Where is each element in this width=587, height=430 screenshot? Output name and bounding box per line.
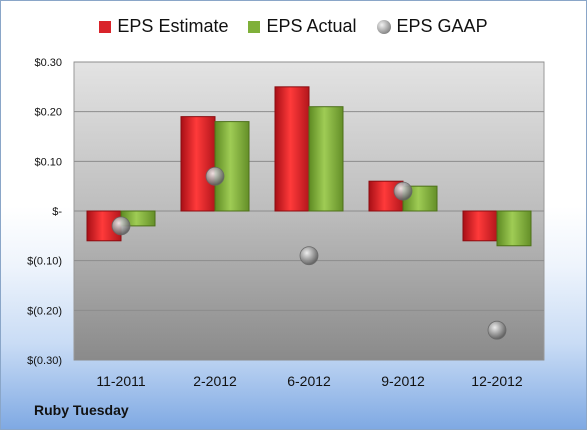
bar-actual [308, 106, 344, 212]
legend-swatch-actual [248, 20, 261, 33]
legend-item-actual: EPS Actual [248, 16, 357, 37]
y-tick-label: $0.10 [34, 156, 62, 168]
bars [86, 86, 532, 247]
y-tick-label: $- [52, 206, 62, 218]
y-axis: $0.30 $0.20 $0.10 $- $(0.10) $(0.20) $(0.30) [27, 57, 62, 367]
x-tick-label: 9-2012 [381, 373, 425, 389]
legend-item-estimate: EPS Estimate [99, 16, 228, 37]
bar-actual [214, 121, 250, 212]
x-tick-label: 11-2011 [96, 373, 146, 389]
x-tick-label: 2-2012 [193, 373, 237, 389]
y-tick-label: $(0.10) [27, 256, 62, 268]
legend-swatch-estimate [99, 20, 112, 33]
x-tick-label: 12-2012 [471, 373, 523, 389]
point-gaap [205, 166, 225, 186]
legend-swatch-gaap [376, 19, 391, 34]
y-tick-label: $0.20 [34, 107, 62, 119]
x-axis: 11-2011 2-2012 6-2012 9-2012 12-2012 [96, 373, 523, 389]
y-tick-label: $(0.30) [27, 355, 62, 367]
bar-estimate [180, 116, 216, 212]
legend-label-gaap: EPS GAAP [396, 16, 488, 36]
bar-actual [496, 210, 532, 247]
point-gaap [299, 246, 319, 266]
y-tick-label: $(0.20) [27, 305, 62, 317]
bar-estimate [274, 86, 310, 212]
bar-estimate [462, 210, 498, 242]
legend-label-actual: EPS Actual [266, 16, 357, 36]
legend-label-estimate: EPS Estimate [117, 16, 229, 36]
legend: EPS Estimate EPS Actual EPS GAAP [0, 16, 587, 37]
point-gaap [111, 216, 131, 236]
gaap-points [111, 166, 507, 340]
point-gaap [393, 181, 413, 201]
company-name: Ruby Tuesday [34, 402, 129, 418]
y-tick-label: $0.30 [34, 57, 62, 69]
point-gaap [487, 320, 507, 340]
x-tick-label: 6-2012 [287, 373, 331, 389]
legend-item-gaap: EPS GAAP [376, 16, 488, 37]
